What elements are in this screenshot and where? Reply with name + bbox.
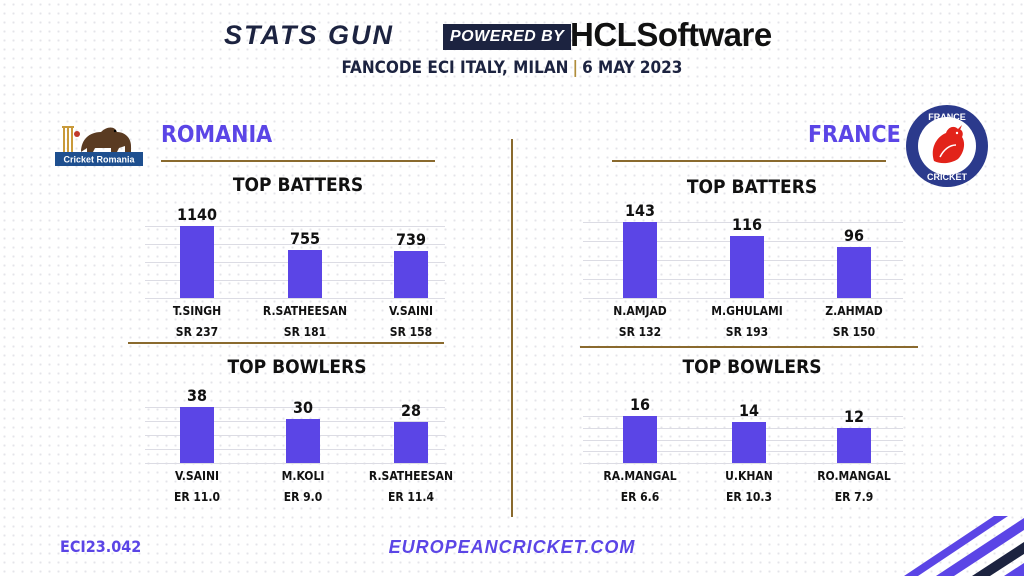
header: STATS GUN POWERED BY HCLSoftware xyxy=(0,12,1024,62)
player-name-label: U.KHAN xyxy=(725,469,773,483)
bar-value-label: 16 xyxy=(629,395,651,414)
bar-m-koli xyxy=(286,418,320,463)
bar-value-label: 755 xyxy=(289,229,321,249)
player-name-label: T.SINGH xyxy=(172,304,222,318)
romania-batters-chart: 1140 T.SINGH SR 237 755 R.SATHEESAN SR 181 739… xyxy=(145,200,445,345)
france-cricket-logo: FRANCE CRICKET xyxy=(904,103,990,189)
powered-by-badge: POWERED BY xyxy=(443,24,572,50)
team-name-france: FRANCE xyxy=(808,122,901,148)
player-stat-label: ER 11.0 xyxy=(173,490,221,504)
player-name-label: Z.AHMAD xyxy=(825,304,883,318)
chart-gridline xyxy=(583,222,903,223)
bar-value-label: 739 xyxy=(395,230,427,250)
bar-z-ahmad xyxy=(837,246,871,298)
romania-logo-text: Cricket Romania xyxy=(63,155,135,165)
bar-v-saini xyxy=(180,407,214,463)
player-stat-label: SR 150 xyxy=(832,325,876,339)
bar-u-khan xyxy=(732,421,766,463)
chart-gridline xyxy=(145,244,445,245)
bar-ra-mangal xyxy=(623,416,657,463)
france-bowlers-chart: 16 RA.MANGAL ER 6.6 14 U.KHAN ER 10.3 12 RO.MAN… xyxy=(583,383,903,508)
event-name: FANCODE ECI ITALY, MILAN xyxy=(341,58,569,78)
player-name-label: M.GHULAMI xyxy=(711,304,783,318)
player-name-label: R.SATHEESAN xyxy=(262,304,348,318)
center-divider xyxy=(511,139,513,517)
match-date: 6 MAY 2023 xyxy=(582,58,683,78)
romania-batters-title: TOP BATTERS xyxy=(232,174,364,196)
bar-value-label: 28 xyxy=(400,400,422,420)
france-header-underline xyxy=(612,160,886,162)
chart-gridline xyxy=(583,416,903,417)
player-name-label: N.AMJAD xyxy=(613,304,667,318)
romania-header-underline xyxy=(161,160,435,162)
player-stat-label: ER 10.3 xyxy=(725,490,773,504)
chart-gridline xyxy=(145,463,445,464)
player-stat-label: SR 158 xyxy=(389,325,433,339)
bar-value-label: 14 xyxy=(738,400,760,420)
bar-value-label: 38 xyxy=(186,386,208,405)
bar-r-satheesan xyxy=(394,421,428,463)
cricket-romania-logo: Cricket Romania xyxy=(55,118,143,168)
player-stat-label: ER 9.0 xyxy=(283,490,323,504)
website-link[interactable]: EUROPEANCRICKET.COM xyxy=(388,537,636,557)
player-name-label: V.SAINI xyxy=(174,469,220,483)
subtitle-separator: | xyxy=(572,58,579,78)
hcl-software-logo: HCLSoftware xyxy=(570,16,772,53)
chart-gridline xyxy=(583,463,903,464)
france-section-divider xyxy=(580,346,918,348)
bar-t-singh xyxy=(180,226,214,298)
player-name-label: R.SATHEESAN xyxy=(368,469,454,483)
player-stat-label: SR 181 xyxy=(283,325,327,339)
player-name-label: V.SAINI xyxy=(388,304,434,318)
stats-gun-logo: STATS GUN xyxy=(224,20,394,50)
player-stat-label: ER 11.4 xyxy=(387,490,435,504)
match-subtitle: FANCODE ECI ITALY, MILAN | 6 MAY 2023 xyxy=(0,58,1024,78)
player-stat-label: SR 193 xyxy=(725,325,769,339)
player-name-label: RO.MANGAL xyxy=(817,469,891,483)
player-stat-label: SR 237 xyxy=(175,325,219,339)
team-name-romania: ROMANIA xyxy=(161,122,273,148)
bar-v-saini xyxy=(394,251,428,298)
bar-value-label: 143 xyxy=(624,201,656,220)
france-logo-text-bottom: CRICKET xyxy=(927,172,968,182)
graphic-code: ECI23.042 xyxy=(60,537,142,556)
bar-r-satheesan xyxy=(288,250,322,298)
chart-gridline xyxy=(583,298,903,299)
bar-m-ghulami xyxy=(730,236,764,298)
player-stat-label: SR 132 xyxy=(618,325,662,339)
bar-value-label: 12 xyxy=(843,406,865,426)
france-batters-title: TOP BATTERS xyxy=(686,176,818,198)
bar-value-label: 30 xyxy=(292,397,314,417)
france-bowlers-title: TOP BOWLERS xyxy=(682,356,822,378)
player-name-label: RA.MANGAL xyxy=(603,469,677,483)
romania-section-divider xyxy=(128,342,444,344)
chart-gridline xyxy=(145,407,445,408)
player-name-label: M.KOLI xyxy=(281,469,325,483)
player-stat-label: ER 6.6 xyxy=(620,490,660,504)
decorative-stripes xyxy=(844,496,1024,576)
france-logo-text-top: FRANCE xyxy=(928,112,966,122)
bar-value-label: 116 xyxy=(731,215,763,235)
player-stat-label: ER 7.9 xyxy=(834,490,874,504)
bar-ro-mangal xyxy=(837,427,871,463)
romania-bowlers-title: TOP BOWLERS xyxy=(227,356,367,378)
bar-n-amjad xyxy=(623,222,657,298)
chart-gridline xyxy=(145,298,445,299)
bar-value-label: 96 xyxy=(843,225,865,245)
romania-bowlers-chart: 38 V.SAINI ER 11.0 30 M.KOLI ER 9.0 28 R.SATHEE… xyxy=(145,383,453,508)
france-batters-chart: 143 N.AMJAD SR 132 116 M.GHULAMI SR 193 96 Z.AH… xyxy=(583,200,903,345)
bar-value-label: 1140 xyxy=(176,205,218,224)
chart-gridline xyxy=(145,226,445,227)
